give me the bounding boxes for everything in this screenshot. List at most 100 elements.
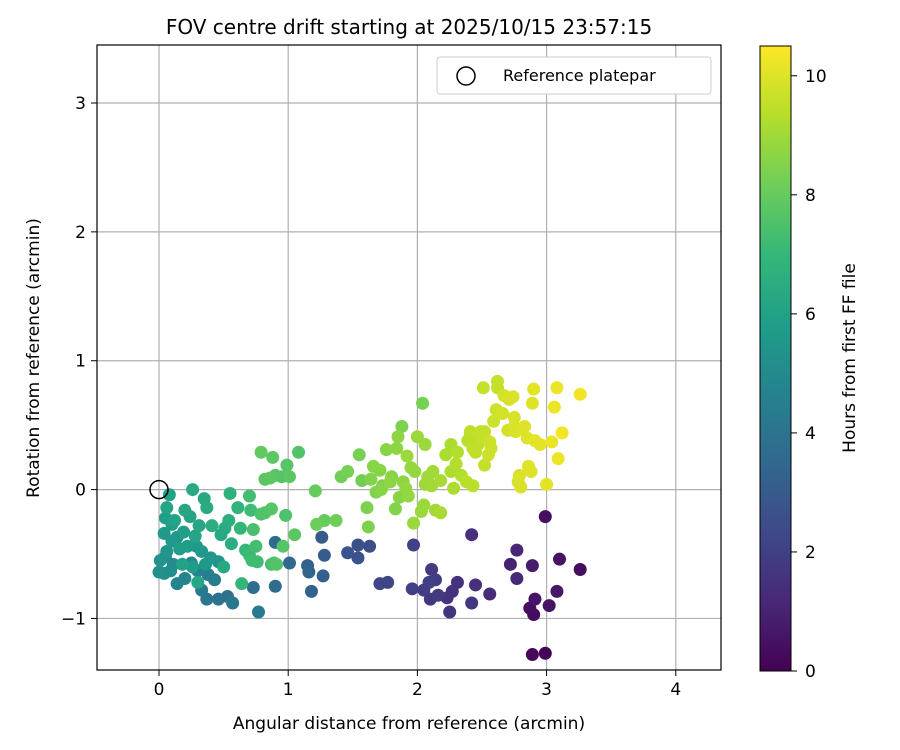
colorbar <box>759 45 792 672</box>
data-point <box>292 445 306 459</box>
data-point <box>418 437 432 451</box>
data-point <box>476 381 490 395</box>
data-point <box>512 468 526 482</box>
data-point <box>315 530 329 544</box>
reference-marker <box>149 479 169 500</box>
data-point <box>478 458 492 472</box>
data-point <box>434 506 448 520</box>
y-tick-label: −1 <box>61 609 86 629</box>
grid-lines <box>97 45 721 670</box>
data-point <box>374 483 388 497</box>
data-point <box>547 400 561 414</box>
data-point <box>449 457 463 471</box>
data-point <box>545 435 559 449</box>
y-axis: −1 0 1 2 3 <box>61 94 97 629</box>
data-point <box>391 430 405 444</box>
data-point <box>341 546 355 560</box>
data-point <box>573 387 587 401</box>
data-point <box>551 452 565 466</box>
data-point <box>538 510 552 524</box>
data-point <box>525 559 539 573</box>
data-point <box>205 519 219 533</box>
data-point <box>222 514 236 528</box>
x-tick-label: 4 <box>670 680 681 700</box>
colorbar-ticks: 0 2 4 6 8 10 <box>791 67 827 682</box>
data-point <box>177 525 191 539</box>
data-point <box>352 448 366 462</box>
data-point <box>246 523 260 537</box>
data-point <box>360 501 374 515</box>
data-point <box>254 445 268 459</box>
data-point <box>226 596 240 610</box>
data-point <box>178 503 192 517</box>
data-point <box>483 587 497 601</box>
data-point <box>373 577 387 591</box>
data-point <box>276 539 290 553</box>
data-point <box>160 501 174 515</box>
data-point <box>383 475 397 489</box>
data-point <box>152 565 166 579</box>
data-point <box>199 557 213 571</box>
data-point <box>550 381 564 395</box>
data-point <box>524 465 538 479</box>
data-point <box>246 581 260 595</box>
data-point <box>361 520 375 534</box>
data-point <box>282 556 296 570</box>
data-point <box>465 528 479 542</box>
x-tick-label: 0 <box>154 680 165 700</box>
data-point <box>525 648 539 662</box>
data-point <box>416 396 430 410</box>
data-point <box>308 484 322 498</box>
data-point <box>434 474 448 488</box>
data-point <box>302 565 316 579</box>
data-point <box>189 539 203 553</box>
data-point <box>217 560 231 574</box>
data-point <box>408 465 422 479</box>
data-point <box>280 458 294 472</box>
data-point <box>425 562 439 576</box>
data-point <box>264 502 278 516</box>
data-point <box>244 503 258 517</box>
data-point <box>538 646 552 660</box>
x-tick-label: 3 <box>541 680 552 700</box>
x-axis-label: Angular distance from reference (arcmin) <box>233 714 585 734</box>
data-point <box>153 553 167 567</box>
data-point <box>186 483 200 497</box>
data-point <box>555 426 569 440</box>
data-point <box>439 448 453 462</box>
data-point <box>310 517 324 531</box>
colorbar-tick-label: 2 <box>805 543 816 563</box>
data-point <box>304 584 318 598</box>
data-point <box>379 443 393 457</box>
data-point <box>390 441 404 455</box>
data-point <box>525 396 539 410</box>
data-point <box>192 519 206 533</box>
data-point <box>242 489 256 503</box>
data-point <box>447 481 461 495</box>
data-point <box>422 575 436 589</box>
legend: Reference platepar <box>436 56 712 95</box>
data-point <box>573 562 587 576</box>
data-point <box>249 539 263 553</box>
data-point <box>496 407 510 421</box>
data-point <box>263 471 277 485</box>
data-point <box>443 605 457 619</box>
data-point <box>417 498 431 512</box>
data-point <box>363 539 377 553</box>
data-point <box>173 542 187 556</box>
data-point <box>506 390 520 404</box>
data-point <box>388 502 402 516</box>
colorbar-tick-label: 10 <box>805 67 827 87</box>
data-point <box>157 526 171 540</box>
data-point <box>279 508 293 522</box>
data-point <box>168 514 182 528</box>
data-point <box>487 414 501 428</box>
data-point <box>469 578 483 592</box>
data-point <box>235 577 249 591</box>
data-point <box>191 575 205 589</box>
plot-frame <box>96 44 722 671</box>
data-point <box>426 465 440 479</box>
data-point <box>510 572 524 586</box>
x-tick-label: 1 <box>283 680 294 700</box>
